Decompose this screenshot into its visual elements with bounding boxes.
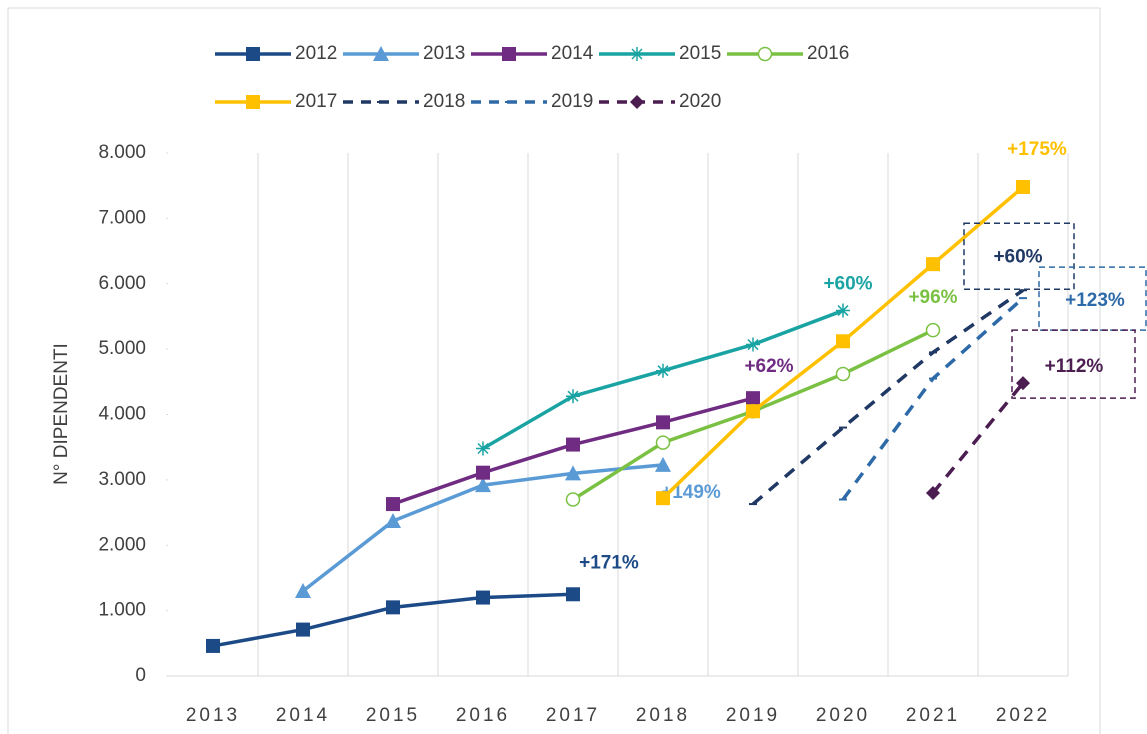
marker	[476, 441, 490, 456]
marker	[656, 363, 670, 378]
annotation: +60%	[993, 246, 1042, 267]
x-tick-label: 2017	[546, 705, 600, 726]
marker	[656, 491, 670, 506]
annotation: +123%	[1065, 290, 1125, 311]
marker	[655, 456, 671, 472]
y-tick-label: 0	[135, 665, 146, 686]
marker	[630, 95, 644, 109]
marker	[246, 47, 260, 61]
marker	[565, 465, 581, 481]
x-tick-label: 2021	[906, 705, 960, 726]
y-tick-label: 3.000	[98, 469, 146, 490]
marker	[757, 46, 773, 62]
marker	[373, 46, 389, 61]
marker	[1016, 376, 1030, 391]
x-tick-label: 2013	[186, 705, 240, 726]
marker	[1016, 179, 1030, 194]
legend-label: 2018	[423, 91, 465, 112]
marker	[925, 322, 941, 338]
annotation: +112%	[1045, 356, 1104, 377]
marker	[566, 437, 580, 452]
marker	[926, 257, 940, 272]
annotation: +175%	[1007, 139, 1067, 160]
legend-label: 2013	[423, 43, 465, 64]
chart-border	[7, 7, 1101, 734]
marker	[926, 485, 940, 500]
y-tick-label: 2.000	[98, 534, 146, 555]
marker	[476, 590, 490, 605]
marker	[566, 389, 580, 404]
marker	[565, 492, 581, 507]
x-tick-label: 2022	[996, 705, 1050, 726]
legend-label: 2020	[679, 91, 721, 112]
marker	[746, 404, 760, 419]
y-tick-label: 4.000	[98, 404, 146, 425]
marker	[836, 334, 850, 349]
x-tick-label: 2016	[456, 705, 510, 726]
y-tick-label: 6.000	[98, 273, 146, 294]
marker	[476, 465, 490, 480]
marker	[835, 366, 851, 382]
legend-label: 2017	[295, 91, 337, 112]
legend-label: 2016	[807, 43, 849, 64]
x-tick-label: 2018	[636, 705, 690, 726]
marker	[836, 303, 850, 318]
x-tick-label: 2014	[276, 705, 330, 726]
annotation: +60%	[823, 274, 872, 295]
marker	[246, 95, 260, 109]
legend-label: 2019	[551, 91, 593, 112]
annotation-box	[1011, 329, 1136, 399]
y-tick-label: 5.000	[98, 338, 146, 359]
marker	[655, 435, 671, 450]
y-tick-label: 7.000	[98, 207, 146, 228]
y-axis-label: N° DIPENDENTI	[51, 343, 72, 485]
annotation-box	[963, 222, 1075, 291]
marker	[746, 337, 760, 352]
marker	[296, 622, 310, 637]
marker	[385, 513, 401, 529]
legend-label: 2014	[551, 43, 594, 64]
marker	[656, 415, 670, 430]
x-tick-label: 2020	[816, 705, 870, 726]
annotation: +171%	[579, 552, 639, 573]
marker	[386, 497, 400, 512]
series-line	[931, 382, 1025, 495]
annotation: +96%	[908, 287, 957, 308]
legend-label: 2012	[295, 43, 337, 64]
marker	[475, 477, 491, 493]
series-line	[751, 288, 1024, 506]
y-tick-label: 8.000	[98, 142, 146, 163]
legend-label: 2015	[679, 43, 721, 64]
marker	[502, 47, 516, 61]
marker	[566, 587, 580, 602]
x-tick-label: 2019	[726, 705, 780, 726]
marker	[386, 600, 400, 615]
marker	[746, 391, 760, 406]
y-tick-label: 1.000	[98, 600, 146, 621]
marker	[295, 583, 311, 599]
x-tick-label: 2015	[366, 705, 420, 726]
marker	[630, 47, 644, 61]
marker	[206, 638, 220, 653]
annotation: +62%	[744, 356, 793, 377]
